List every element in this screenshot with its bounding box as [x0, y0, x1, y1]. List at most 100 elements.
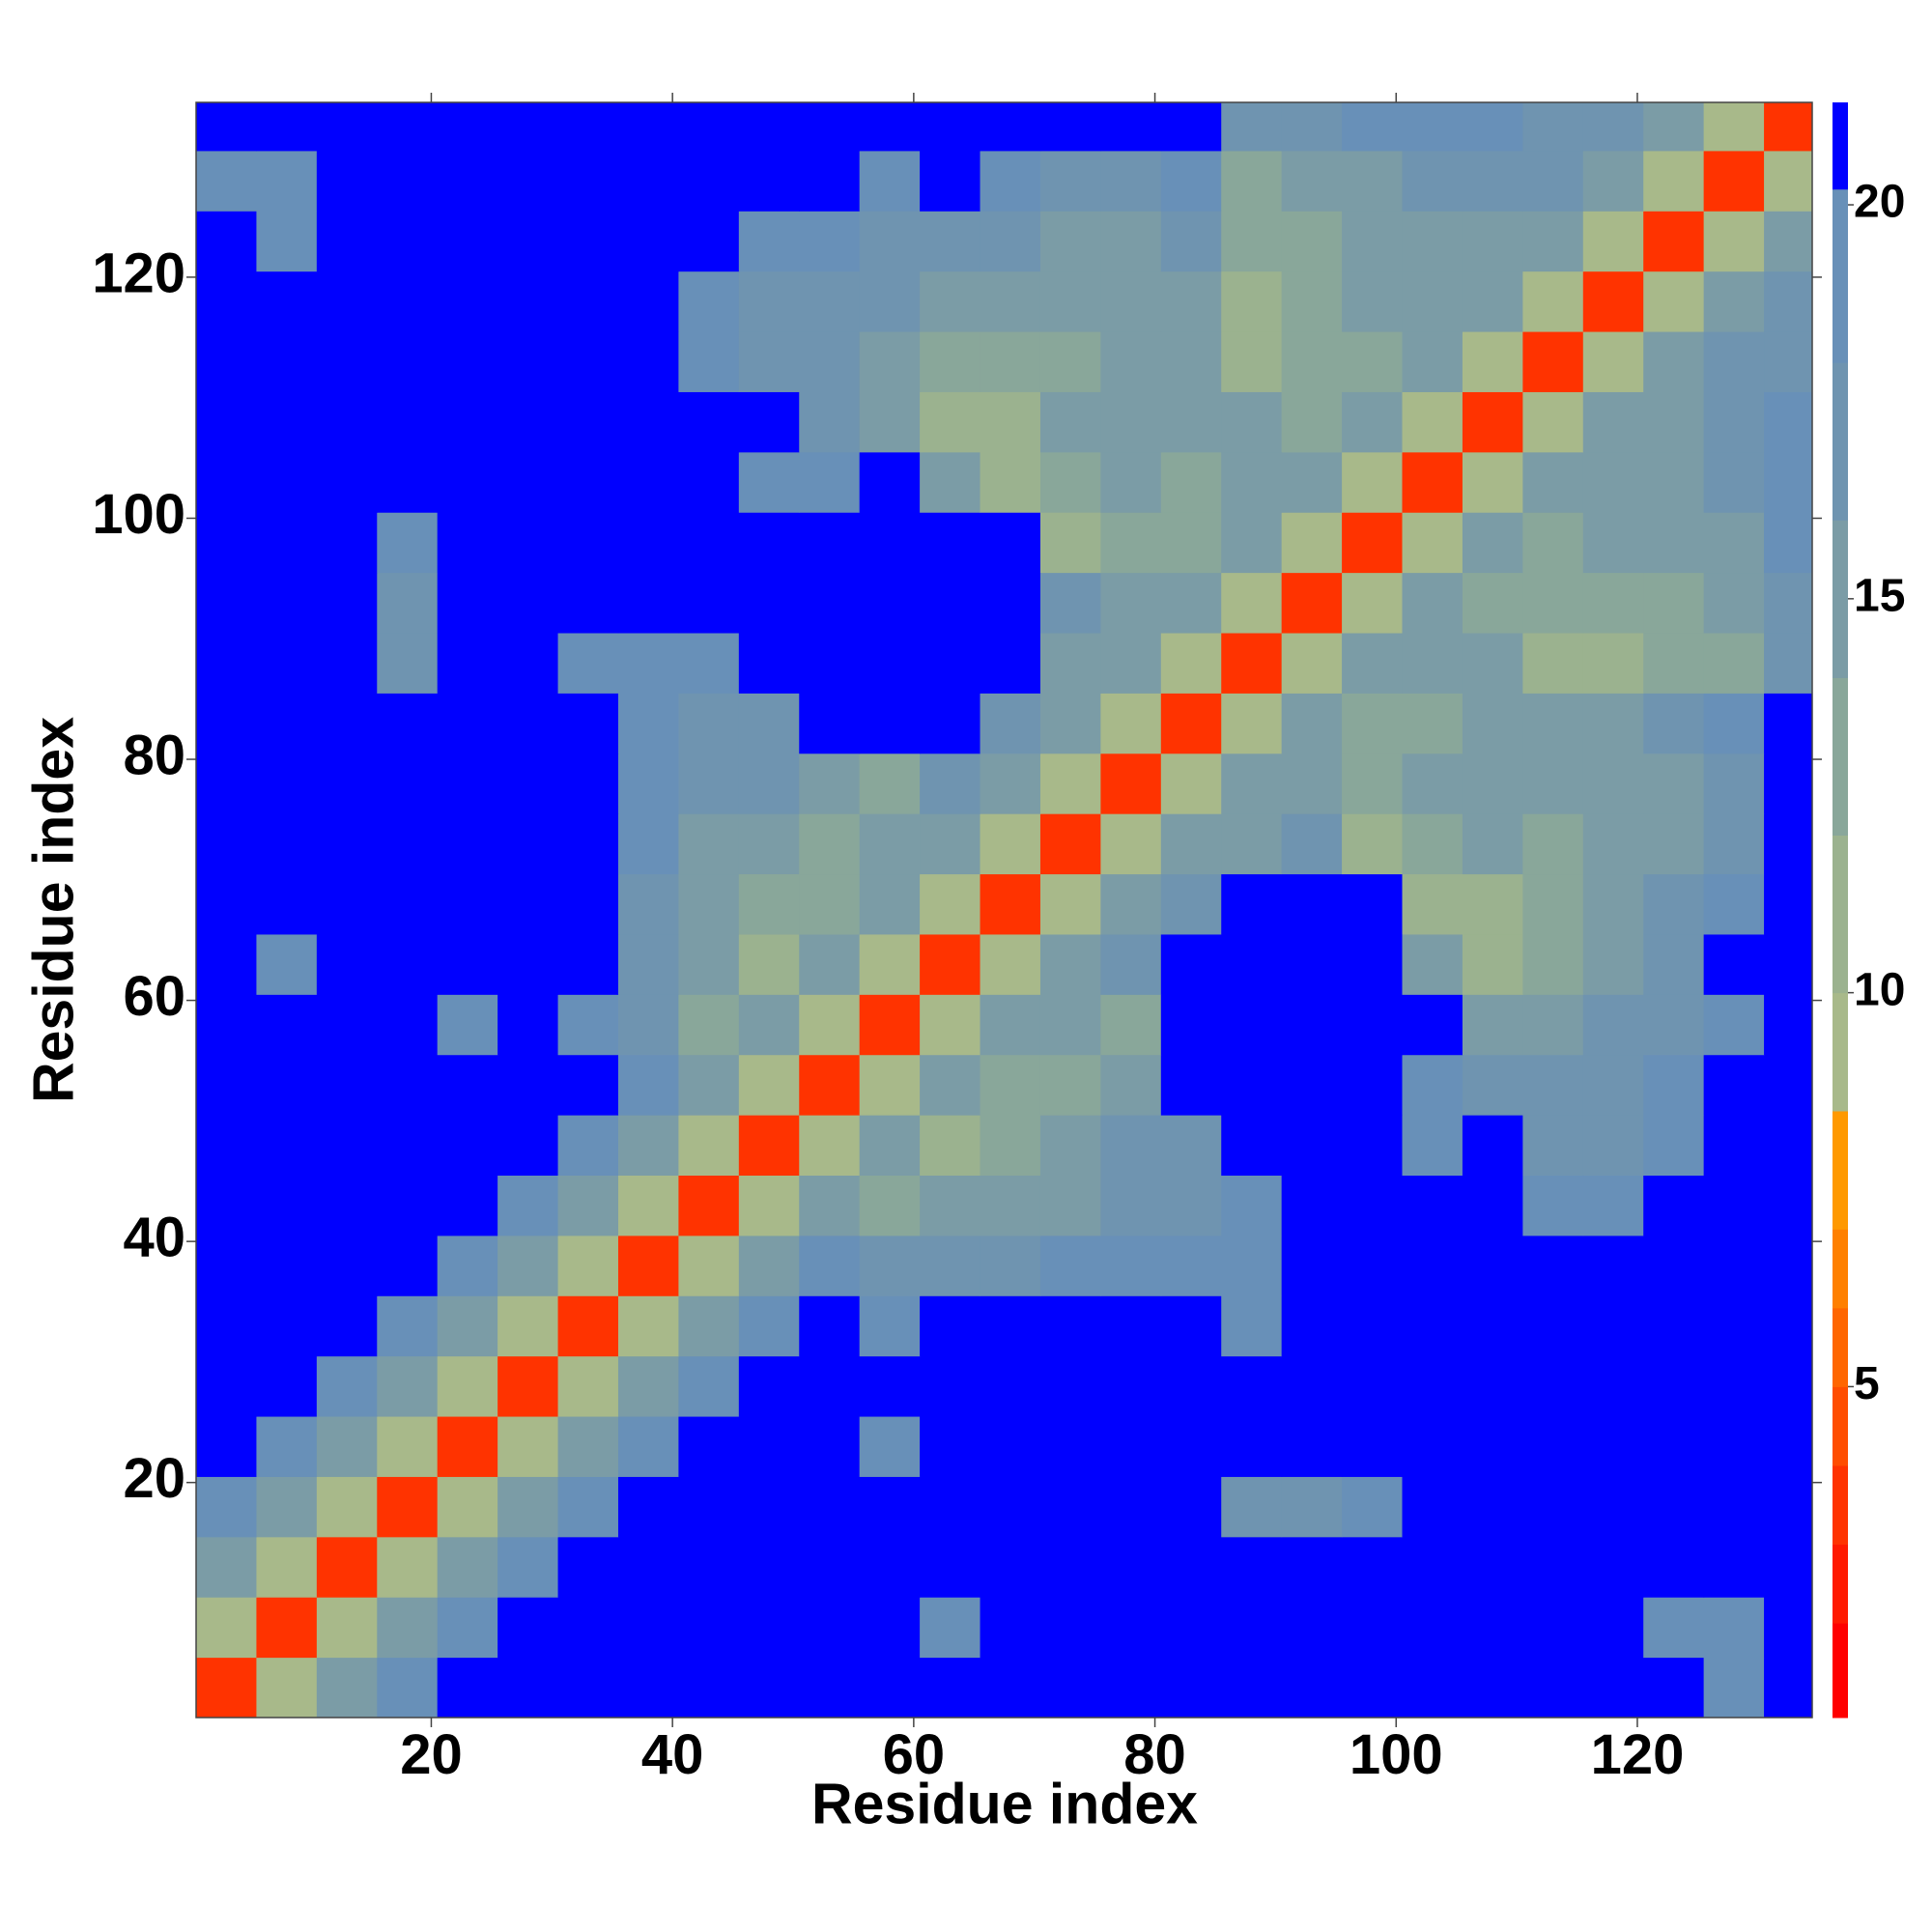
heatmap-cell — [1039, 873, 1101, 935]
heatmap-cell — [1100, 933, 1162, 995]
heatmap-cell — [316, 270, 378, 332]
heatmap-cell — [1522, 873, 1584, 935]
y-tick-label: 120 — [92, 242, 185, 304]
heatmap-cell — [497, 994, 559, 1056]
heatmap-cell — [497, 211, 559, 272]
heatmap-cell — [1342, 150, 1404, 212]
heatmap-cell — [1039, 1536, 1101, 1598]
heatmap-cell — [1643, 633, 1705, 694]
heatmap-cell — [678, 1115, 740, 1177]
heatmap-cell — [1160, 1355, 1222, 1417]
heatmap-cell — [678, 933, 740, 995]
heatmap-cell — [920, 693, 981, 754]
heatmap-cell — [799, 270, 861, 332]
heatmap-cell — [1522, 1175, 1584, 1236]
heatmap-cell — [1039, 391, 1101, 453]
heatmap-cell — [196, 150, 257, 212]
heatmap-cell — [196, 572, 257, 634]
heatmap-cell — [678, 391, 740, 453]
heatmap-cell — [1221, 391, 1283, 453]
heatmap-cell — [799, 391, 861, 453]
heatmap-cell — [799, 150, 861, 212]
heatmap-cell — [1703, 1536, 1765, 1598]
heatmap-cell — [617, 270, 679, 332]
heatmap-cell — [1342, 1295, 1404, 1357]
heatmap-cell — [1039, 1597, 1101, 1659]
heatmap-cell — [920, 211, 981, 272]
heatmap-cell — [1462, 1657, 1523, 1719]
heatmap-cell — [980, 1355, 1041, 1417]
heatmap-cell — [1462, 451, 1523, 513]
heatmap-cell — [497, 813, 559, 875]
heatmap-cell — [1703, 1597, 1765, 1659]
heatmap-cell — [1522, 1657, 1584, 1719]
heatmap-cell — [980, 1235, 1041, 1296]
heatmap-cell — [1643, 1054, 1705, 1116]
colorbar-tick-label: 10 — [1854, 964, 1905, 1015]
heatmap-cell — [497, 933, 559, 995]
heatmap-cell — [678, 512, 740, 574]
heatmap-cell — [1462, 1597, 1523, 1659]
heatmap-cell — [859, 1235, 921, 1296]
heatmap-cell — [799, 633, 861, 694]
heatmap-cell — [1402, 391, 1463, 453]
colorbar-tick-label: 15 — [1854, 571, 1905, 622]
heatmap-cell — [497, 1115, 559, 1177]
colorbar-segment — [1833, 1229, 1848, 1309]
heatmap-cell — [1643, 994, 1705, 1056]
heatmap-cell — [1221, 1657, 1283, 1719]
heatmap-cell — [1703, 1115, 1765, 1177]
heatmap-cell — [1221, 1476, 1283, 1538]
heatmap-cell — [1402, 150, 1463, 212]
heatmap-cell — [678, 1175, 740, 1236]
heatmap-cell — [497, 753, 559, 814]
heatmap-cell — [980, 994, 1041, 1056]
heatmap-cell — [1522, 150, 1584, 212]
heatmap-cell — [859, 873, 921, 935]
heatmap-cell — [1643, 873, 1705, 935]
heatmap-cell — [678, 1235, 740, 1296]
heatmap-cell — [678, 451, 740, 513]
heatmap-cell — [256, 512, 318, 574]
heatmap-cell — [859, 1416, 921, 1477]
heatmap-cell — [799, 1657, 861, 1719]
heatmap-cell — [617, 813, 679, 875]
heatmap-cell — [1100, 1295, 1162, 1357]
heatmap-cell — [497, 1175, 559, 1236]
heatmap-cell — [1582, 512, 1644, 574]
heatmap-cell — [1342, 994, 1404, 1056]
heatmap-cell — [196, 933, 257, 995]
heatmap-cell — [920, 1175, 981, 1236]
heatmap-cell — [920, 1355, 981, 1417]
heatmap-cell — [557, 994, 619, 1056]
heatmap-cell — [1522, 572, 1584, 634]
heatmap-cell — [256, 391, 318, 453]
heatmap-cell — [497, 1416, 559, 1477]
heatmap-cell — [1703, 572, 1765, 634]
heatmap-cell — [617, 391, 679, 453]
heatmap-cell — [1160, 1416, 1222, 1477]
heatmap-cell — [256, 1235, 318, 1296]
heatmap-cell — [1402, 572, 1463, 634]
heatmap-cell — [1221, 693, 1283, 754]
heatmap-cell — [1039, 1355, 1101, 1417]
heatmap-cell — [1281, 1657, 1343, 1719]
heatmap-cell — [859, 1295, 921, 1357]
heatmap-cell — [377, 1355, 439, 1417]
heatmap-cell — [1462, 512, 1523, 574]
heatmap-cell — [1039, 331, 1101, 392]
y-tick-label: 20 — [123, 1447, 185, 1510]
heatmap-cell — [1462, 391, 1523, 453]
heatmap-cell — [1281, 211, 1343, 272]
heatmap-cell — [196, 1235, 257, 1296]
heatmap-cell — [1039, 1235, 1101, 1296]
heatmap-cell — [1522, 933, 1584, 995]
heatmap-cell — [437, 1355, 498, 1417]
colorbar-segment — [1833, 1386, 1848, 1466]
heatmap-cell — [1221, 753, 1283, 814]
heatmap-cell — [1039, 512, 1101, 574]
heatmap-cell — [557, 633, 619, 694]
heatmap-cell — [437, 1536, 498, 1598]
heatmap-cell — [678, 270, 740, 332]
